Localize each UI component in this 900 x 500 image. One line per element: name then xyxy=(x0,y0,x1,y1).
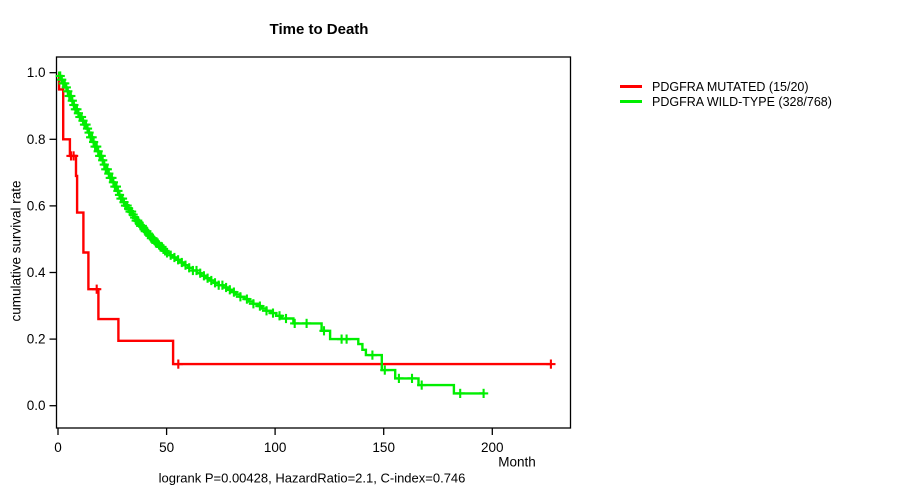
km-curve-mutated xyxy=(57,71,551,366)
svg-text:0.8: 0.8 xyxy=(27,132,46,147)
plot-border xyxy=(55,56,572,429)
x-axis-title: Month xyxy=(498,454,536,470)
y-axis-title: cumulative survival rate xyxy=(8,180,24,322)
km-curve-wildtype xyxy=(58,71,484,395)
legend-line-icon xyxy=(620,100,642,103)
legend-line-icon xyxy=(620,85,642,88)
legend-item-mutated: PDGFRA MUTATED (15/20) xyxy=(620,79,832,94)
legend-label: PDGFRA MUTATED (15/20) xyxy=(652,79,809,94)
y-axis-ticks: 0.0 0.2 0.4 0.6 0.8 1.0 xyxy=(27,65,57,413)
svg-text:0.6: 0.6 xyxy=(27,198,46,213)
svg-text:0: 0 xyxy=(54,440,62,455)
censor-marks-mutated xyxy=(66,151,556,369)
censor-marks-wildtype xyxy=(55,71,489,398)
svg-text:50: 50 xyxy=(159,440,174,455)
svg-text:0.0: 0.0 xyxy=(27,398,46,413)
svg-text:0.2: 0.2 xyxy=(27,332,46,347)
svg-text:100: 100 xyxy=(264,440,287,455)
legend: PDGFRA MUTATED (15/20) PDGFRA WILD-TYPE … xyxy=(620,79,832,109)
svg-text:0.4: 0.4 xyxy=(27,265,46,280)
legend-label: PDGFRA WILD-TYPE (328/768) xyxy=(652,94,832,109)
x-axis-ticks: 0 50 100 150 200 xyxy=(54,428,504,455)
svg-text:200: 200 xyxy=(481,440,504,455)
chart-title: Time to Death xyxy=(269,21,369,38)
stats-annotation: logrank P=0.00428, HazardRatio=2.1, C-in… xyxy=(158,470,466,486)
legend-item-wildtype: PDGFRA WILD-TYPE (328/768) xyxy=(620,94,832,109)
svg-text:1.0: 1.0 xyxy=(27,65,46,80)
svg-text:150: 150 xyxy=(372,440,395,455)
